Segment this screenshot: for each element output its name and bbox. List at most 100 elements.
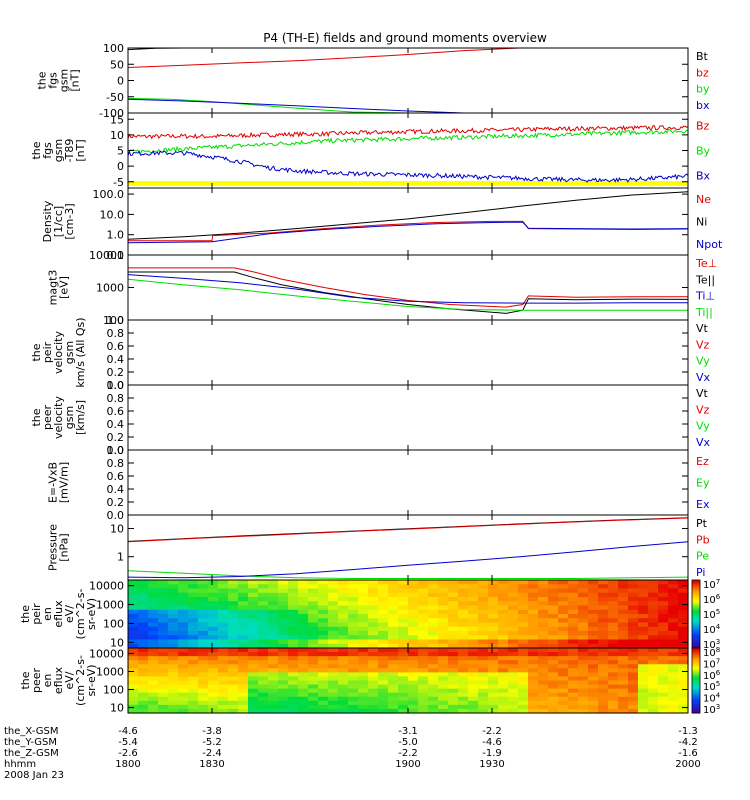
heatmap-cell (248, 592, 259, 598)
heatmap-cell (548, 704, 559, 710)
heatmap-cell (418, 580, 429, 585)
heatmap-cell (128, 601, 139, 607)
heatmap-cell (338, 580, 349, 585)
heatmap-cell (628, 660, 639, 665)
heatmap-cell (418, 668, 429, 673)
heatmap-cell (478, 708, 489, 714)
heatmap-cell (368, 618, 379, 624)
y-axis-label: gsm (63, 406, 76, 429)
heatmap-cell (218, 680, 229, 686)
heatmap-cell (558, 592, 569, 598)
heatmap-cell (658, 684, 669, 690)
heatmap-cell (418, 676, 429, 682)
heatmap-cell (388, 672, 399, 678)
heatmap-cell (418, 635, 429, 641)
heatmap-cell (418, 660, 429, 665)
heatmap-cell (208, 664, 219, 669)
heatmap-cell (158, 584, 169, 590)
heatmap-cell (628, 696, 639, 702)
heatmap-cell (648, 672, 659, 678)
heatmap-cell (498, 639, 509, 645)
colorbar-exponent: 7 (716, 657, 720, 665)
heatmap-cell (588, 643, 599, 649)
heatmap-cell (678, 696, 689, 702)
heatmap-cell (398, 704, 409, 710)
colorbar-cell (692, 665, 700, 669)
heatmap-cell (358, 652, 369, 657)
heatmap-cell (558, 672, 569, 678)
colorbar-cell (692, 648, 700, 651)
heatmap-cell (208, 688, 219, 694)
heatmap-cell (468, 601, 479, 607)
heatmap-cell (278, 708, 289, 714)
heatmap-cell (458, 609, 469, 615)
heatmap-cell (658, 700, 669, 706)
heatmap-cell (618, 692, 629, 698)
heatmap-cell (138, 635, 149, 641)
heatmap-cell (658, 708, 669, 714)
heatmap-cell (248, 704, 259, 710)
heatmap-cell (568, 601, 579, 607)
heatmap-cell (358, 588, 369, 594)
heatmap-cell (288, 648, 299, 653)
heatmap-cell (128, 684, 139, 690)
heatmap-cell (668, 680, 679, 686)
heatmap-cell (138, 680, 149, 686)
heatmap-cell (598, 622, 609, 628)
heatmap-cell (348, 601, 359, 607)
heatmap-cell (198, 614, 209, 619)
heatmap-cell (248, 680, 259, 686)
heatmap-cell (458, 648, 469, 653)
heatmap-cell (518, 700, 529, 706)
heatmap-cell (448, 692, 459, 698)
heatmap-cell (358, 605, 369, 611)
heatmap-cell (498, 684, 509, 690)
heatmap-cell (628, 639, 639, 645)
heatmap-cell (378, 588, 389, 594)
heatmap-cell (578, 592, 589, 598)
heatmap-cell (308, 643, 319, 649)
heatmap-cell (398, 684, 409, 690)
y-axis-label: [eV] (58, 276, 71, 299)
colorbar-cell (692, 610, 700, 613)
heatmap-cell (668, 626, 679, 632)
legend-entry: Vx (696, 371, 711, 384)
heatmap-cell (428, 672, 439, 678)
y-tick-label: 0.6 (107, 470, 125, 483)
heatmap-cell (598, 680, 609, 686)
heatmap-cell (398, 680, 409, 686)
heatmap-cell (448, 592, 459, 598)
heatmap-cell (388, 626, 399, 632)
heatmap-cell (668, 676, 679, 682)
heatmap-cell (368, 580, 379, 585)
heatmap-cell (558, 708, 569, 714)
heatmap-cell (318, 656, 329, 661)
heatmap-cell (428, 676, 439, 682)
heatmap-cell (638, 622, 649, 628)
heatmap-cell (628, 584, 639, 590)
heatmap-cell (598, 652, 609, 657)
heatmap-cell (538, 668, 549, 673)
heatmap-cell (528, 648, 539, 653)
heatmap-cell (478, 614, 489, 619)
colorbar-cell (692, 585, 700, 588)
heatmap-cell (358, 597, 369, 602)
heatmap-cell (158, 639, 169, 645)
heatmap-cell (628, 648, 639, 653)
heatmap-cell (208, 631, 219, 636)
heatmap-cell (388, 652, 399, 657)
heatmap-cell (208, 652, 219, 657)
heatmap-cell (378, 601, 389, 607)
heatmap-cell (158, 601, 169, 607)
heatmap-cell (168, 676, 179, 682)
heatmap-cell (518, 704, 529, 710)
heatmap-cell (198, 688, 209, 694)
heatmap-cell (308, 626, 319, 632)
colorbar-cell (692, 670, 700, 673)
heatmap-cell (248, 609, 259, 615)
heatmap-cell (158, 580, 169, 585)
colorbar-cell (692, 617, 700, 620)
y-tick-label: 0.4 (107, 483, 125, 496)
legend-entry: Vx (696, 436, 711, 449)
heatmap-cell (488, 635, 499, 641)
